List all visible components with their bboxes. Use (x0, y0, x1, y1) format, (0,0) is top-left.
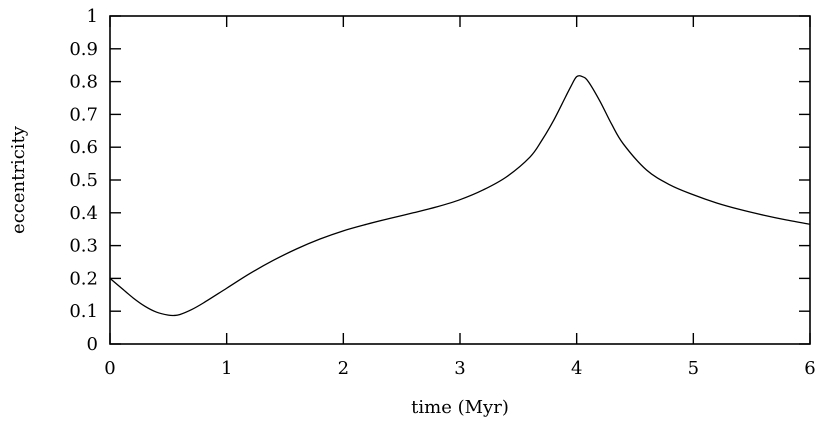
tick-labels: 0 1 2 3 4 5 6 0 0.1 0.2 0.3 0.4 0.5 0.6 0.7 0.8 0.9 1 (69, 6, 815, 379)
y-tick-label: 0.8 (69, 72, 98, 93)
series-line (109, 75, 811, 317)
y-tick-label: 0.6 (69, 137, 98, 158)
series-layer (109, 75, 811, 317)
y-tick-label: 0.1 (69, 301, 98, 322)
x-tick-label: 0 (104, 358, 115, 379)
x-tick-label: 4 (571, 358, 582, 379)
x-tick-label: 1 (221, 358, 232, 379)
y-tick-label: 1 (87, 6, 98, 27)
y-tick-label: 0.2 (69, 268, 98, 289)
y-axis-label: eccentricity (8, 125, 29, 234)
y-tick-label: 0.7 (69, 104, 98, 125)
y-tick-label: 0.4 (69, 203, 98, 224)
y-tick-label: 0.5 (69, 170, 98, 191)
y-tick-label: 0 (87, 334, 98, 355)
axis-ticks (109, 15, 811, 345)
x-axis-label: time (Myr) (411, 397, 509, 418)
x-tick-label: 5 (688, 358, 699, 379)
y-tick-label: 0.3 (69, 236, 98, 257)
x-tick-label: 6 (804, 358, 815, 379)
plot-frame (109, 15, 811, 345)
x-tick-label: 3 (454, 358, 465, 379)
y-tick-label: 0.9 (69, 39, 98, 60)
x-tick-label: 2 (338, 358, 349, 379)
